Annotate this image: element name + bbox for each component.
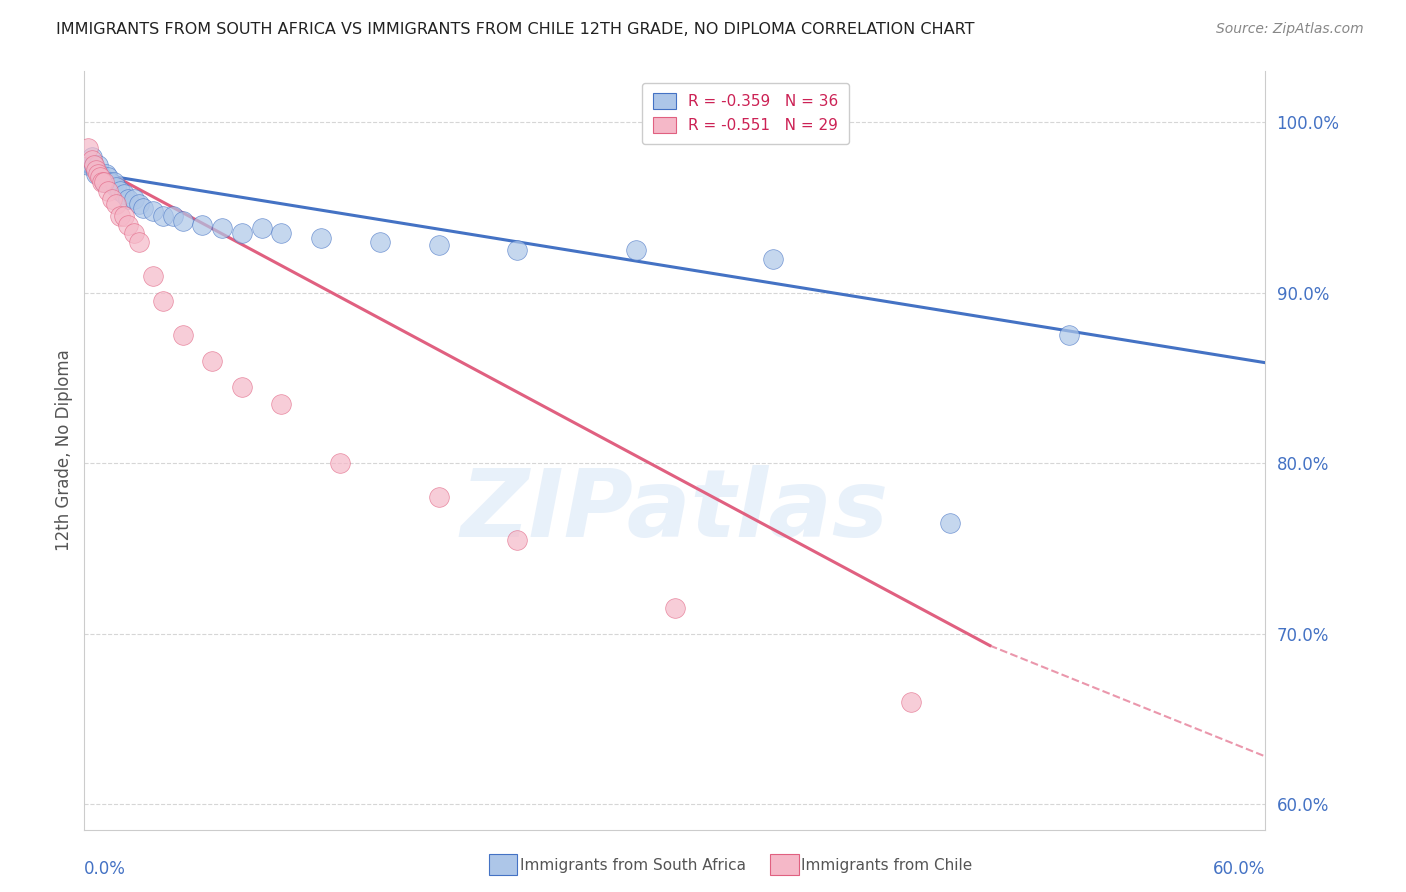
Point (270, 226, 292, 240)
Point (97, 184, 120, 198)
Point (101, 192, 124, 206)
Point (762, 252, 785, 266)
Point (94, 167, 117, 181)
Point (84, 163, 107, 178)
Point (104, 180, 127, 194)
Text: Immigrants from Chile: Immigrants from Chile (801, 858, 973, 872)
Point (122, 192, 145, 206)
Point (108, 209, 131, 223)
Point (191, 218, 214, 232)
Point (89, 169, 111, 184)
Point (142, 204, 165, 219)
Point (87, 167, 110, 181)
Point (664, 601, 686, 615)
Point (103, 175, 125, 189)
Text: 60.0%: 60.0% (1213, 860, 1265, 879)
Point (128, 197, 150, 211)
Point (91, 175, 114, 189)
Point (939, 516, 962, 530)
Point (1362, 703, 1385, 717)
Point (108, 184, 131, 198)
Legend: R = -0.359   N = 36, R = -0.551   N = 29: R = -0.359 N = 36, R = -0.551 N = 29 (643, 83, 849, 144)
Point (132, 201, 155, 215)
Point (506, 244, 529, 258)
Point (128, 235, 150, 249)
Point (77, 158, 100, 172)
Point (231, 226, 253, 240)
Point (152, 209, 174, 223)
Point (122, 226, 145, 240)
Point (368, 235, 391, 249)
Point (77, 141, 100, 155)
Point (211, 221, 233, 235)
Point (87, 158, 110, 172)
Text: ZIPatlas: ZIPatlas (461, 465, 889, 558)
Text: 0.0%: 0.0% (84, 860, 127, 879)
Point (201, 354, 224, 368)
Point (97, 169, 120, 184)
Point (900, 695, 922, 709)
Point (427, 491, 450, 505)
Point (142, 268, 165, 283)
Point (89, 167, 111, 181)
Point (83, 158, 105, 172)
Point (172, 214, 194, 228)
Point (231, 379, 253, 393)
Point (270, 396, 292, 410)
Point (1057, 328, 1080, 343)
Point (624, 244, 647, 258)
Point (427, 238, 450, 252)
Text: Immigrants from South Africa: Immigrants from South Africa (520, 858, 747, 872)
Point (83, 158, 105, 172)
Point (112, 209, 135, 223)
Point (172, 328, 194, 343)
Point (93, 175, 115, 189)
Point (506, 533, 529, 547)
Point (309, 231, 332, 245)
Point (152, 294, 174, 309)
Text: Source: ZipAtlas.com: Source: ZipAtlas.com (1216, 22, 1364, 37)
Point (82, 153, 104, 167)
Point (84, 167, 107, 181)
Point (93, 175, 115, 189)
Point (104, 197, 127, 211)
Point (329, 456, 352, 470)
Point (162, 209, 184, 223)
Point (98, 175, 121, 189)
Point (117, 218, 139, 232)
Y-axis label: 12th Grade, No Diploma: 12th Grade, No Diploma (55, 350, 73, 551)
Point (117, 192, 139, 206)
Point (112, 187, 135, 202)
Point (250, 221, 273, 235)
Point (91, 169, 114, 184)
Text: IMMIGRANTS FROM SOUTH AFRICA VS IMMIGRANTS FROM CHILE 12TH GRADE, NO DIPLOMA COR: IMMIGRANTS FROM SOUTH AFRICA VS IMMIGRAN… (56, 22, 974, 37)
Point (82, 150, 104, 164)
